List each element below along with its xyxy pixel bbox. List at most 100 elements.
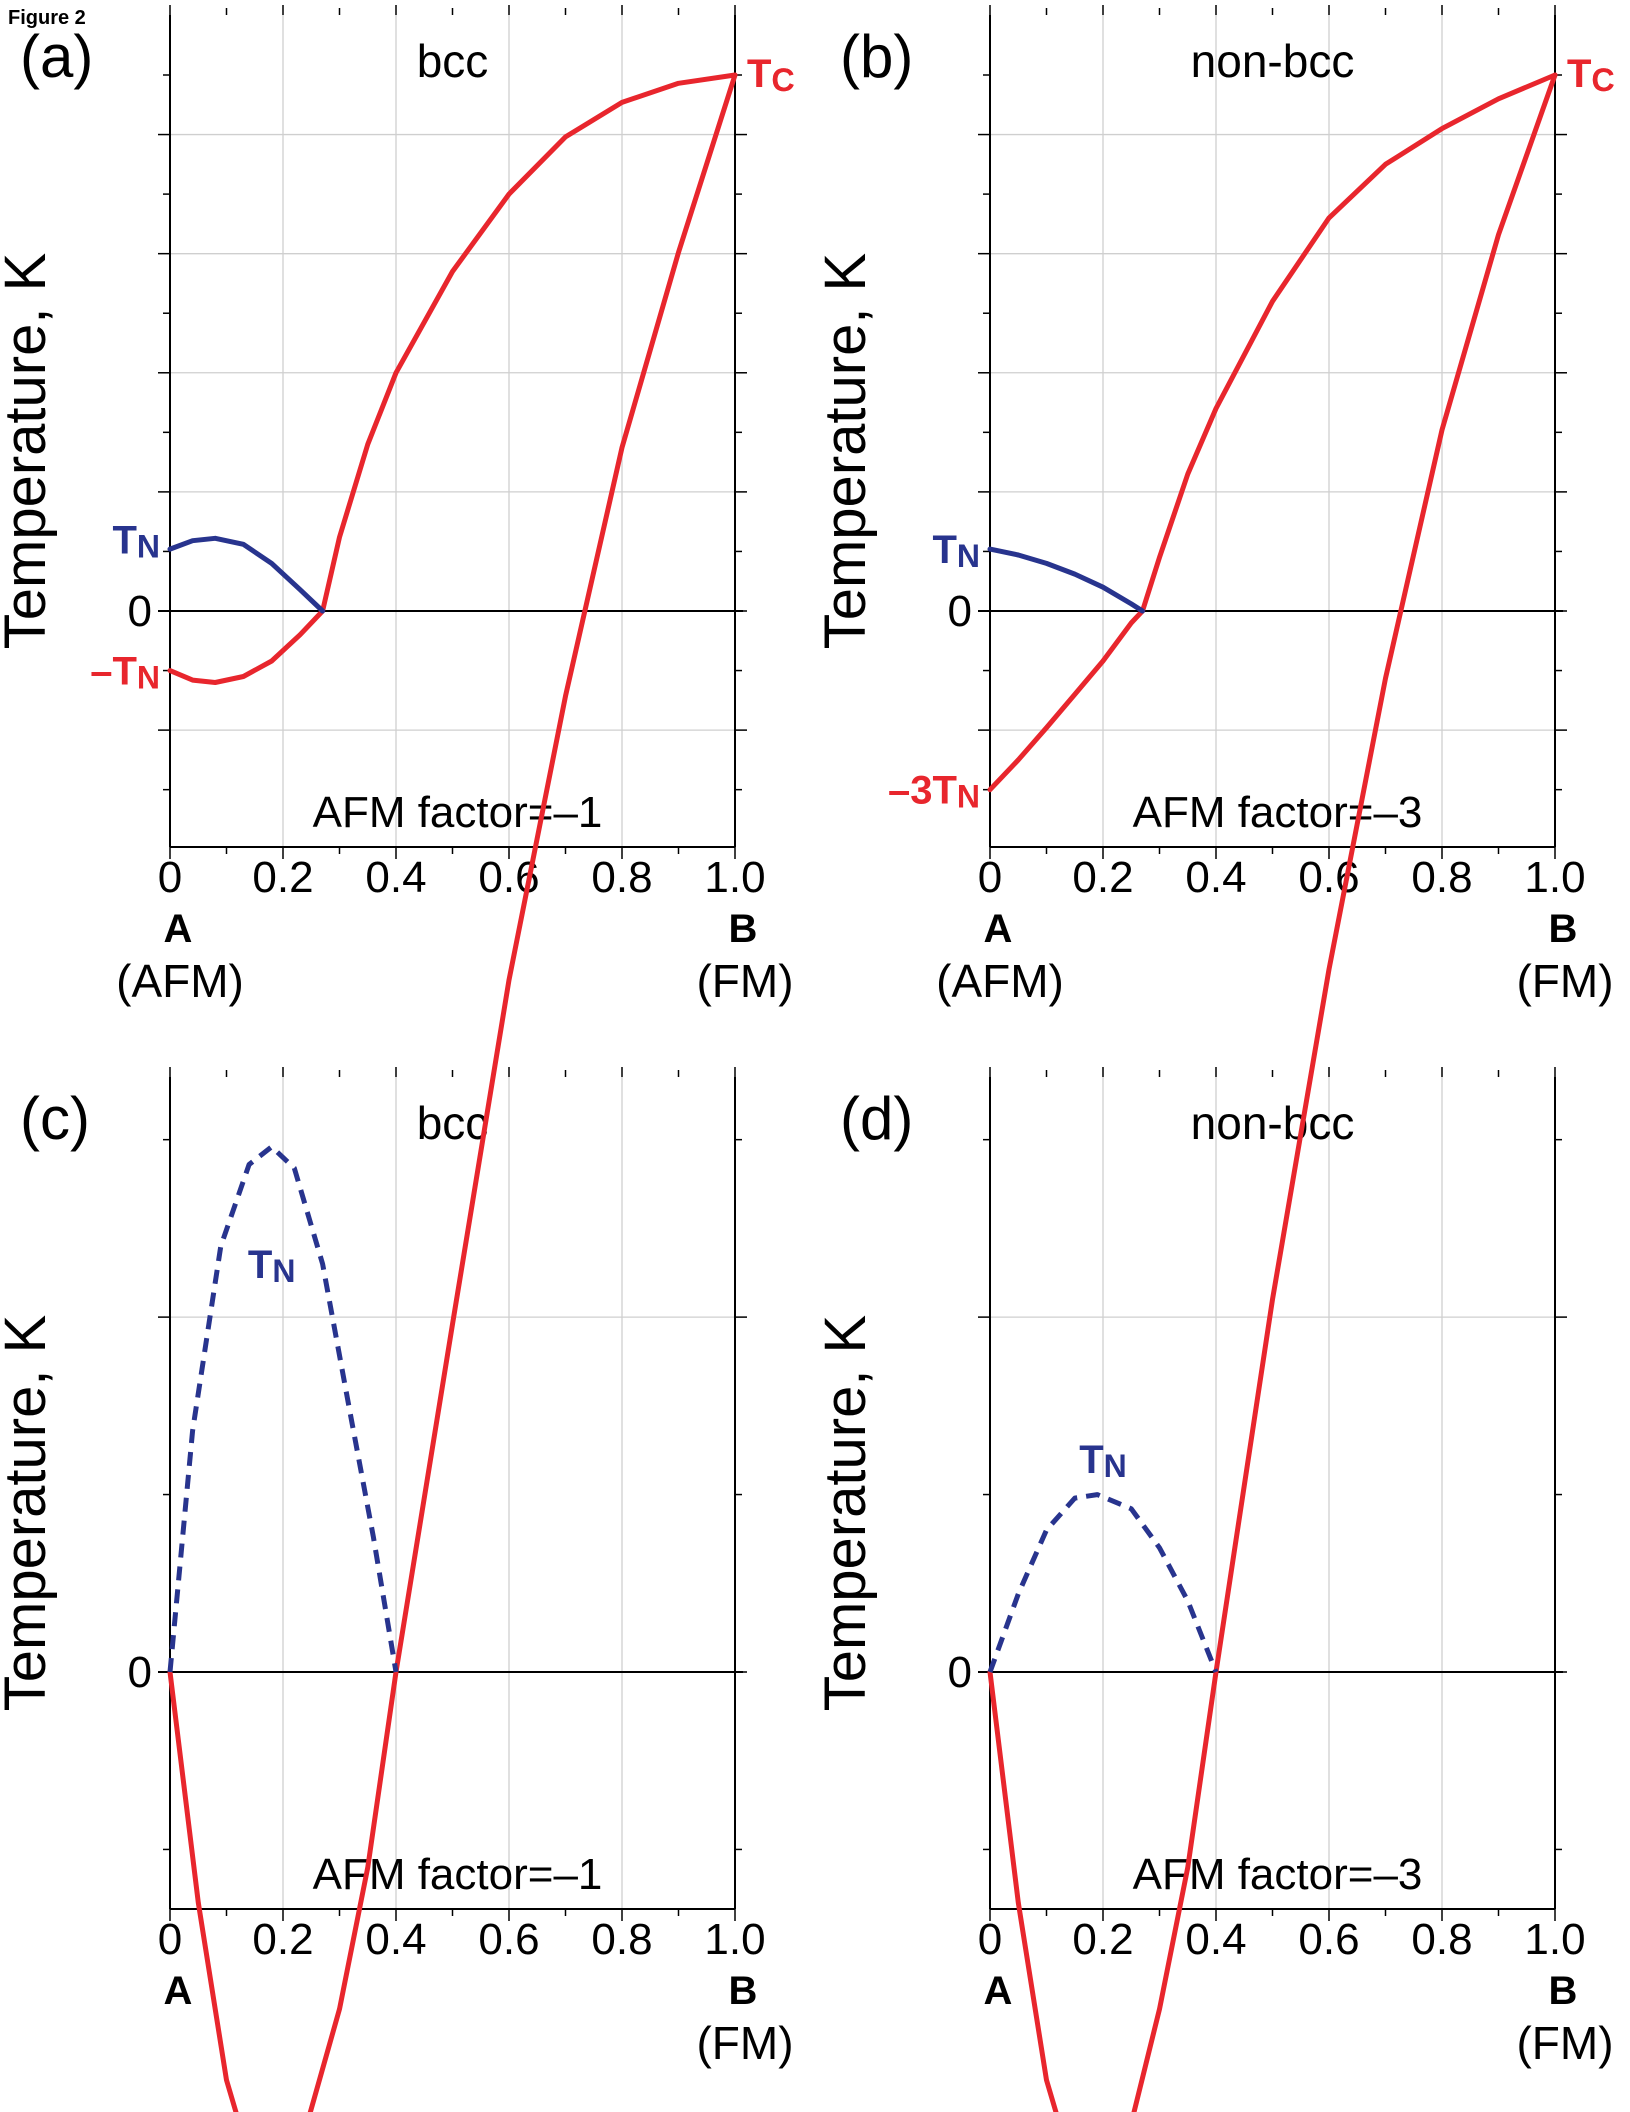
afm-factor-label: AFM factor=–3 [1133, 1850, 1423, 1899]
panel-letter: (c) [20, 1085, 90, 1152]
x-tick-label: 1.0 [704, 853, 765, 902]
end-label-a: A [984, 1969, 1013, 2013]
y-zero-label: 0 [128, 587, 152, 636]
series-line-antiferro [987, 546, 1145, 614]
end-label-b: B [729, 907, 758, 951]
end-label-b: B [729, 1969, 758, 2013]
series-line-ferro [987, 72, 1558, 793]
marker-label-main: –T [90, 650, 137, 694]
marker-label: TN [248, 1243, 296, 1289]
x-tick-label: 0 [158, 853, 182, 902]
structure-label: non-bcc [1191, 1097, 1355, 1149]
x-tick-label: 1.0 [1524, 1915, 1585, 1964]
x-tick-label: 0.4 [1185, 853, 1246, 902]
afm-factor-label: AFM factor=–3 [1133, 788, 1423, 837]
marker-label: TC [747, 52, 795, 98]
series-line-ferro [167, 72, 738, 2112]
marker-label-sub: N [1104, 1448, 1127, 1484]
end-label-a: A [164, 907, 193, 951]
x-tick-label: 0.8 [1411, 1915, 1472, 1964]
end-sublabel-fm: (FM) [696, 2017, 793, 2069]
series-line-antiferro [167, 535, 326, 614]
x-tick-label: 0 [978, 853, 1002, 902]
marker-label: TC [1567, 52, 1615, 98]
chart-panel-3: 0 0.2 0.4 0.6 0.8 1.00A B(FM)Temperature, K(d)… [813, 52, 1615, 2112]
y-axis-label: Temperature, K [813, 252, 878, 649]
x-tick-label: 0.8 [591, 1915, 652, 1964]
marker-label-main: –3T [888, 769, 957, 813]
end-sublabel-fm: (FM) [1516, 2017, 1613, 2069]
structure-label: bcc [417, 1097, 489, 1149]
afm-factor-label: AFM factor=–1 [313, 788, 603, 837]
structure-label: non-bcc [1191, 35, 1355, 87]
x-tick-label: 0.6 [478, 1915, 539, 1964]
x-tick-label: 0.2 [1072, 1915, 1133, 1964]
marker-label-sub: C [1591, 62, 1614, 98]
marker-label-sub: N [137, 660, 160, 696]
end-label-a: A [984, 907, 1013, 951]
marker-label: TN [932, 528, 980, 574]
marker-label-main: T [747, 52, 771, 96]
marker-label-sub: N [272, 1253, 295, 1289]
x-tick-label: 0.4 [365, 853, 426, 902]
x-tick-label: 0.2 [1072, 853, 1133, 902]
end-label-b: B [1549, 907, 1578, 951]
marker-label-main: T [1567, 52, 1591, 96]
x-tick-label: 1.0 [704, 1915, 765, 1964]
end-sublabel-fm: (FM) [1516, 955, 1613, 1007]
marker-label-sub: C [1591, 62, 1614, 98]
marker-label: –3TN [888, 769, 980, 815]
series-line-antiferro [167, 1144, 399, 1673]
structure-label: bcc [417, 35, 489, 87]
marker-label: TC [747, 52, 795, 98]
x-tick-label: 0 [978, 1915, 1002, 1964]
marker-label: TC [1567, 52, 1615, 98]
panel-letter: (a) [20, 23, 93, 90]
chart-panel-1: 0 0.2 0.4 0.6 0.8 1.00A B(AFM) (FM)Temperature,… [813, 5, 1615, 1007]
marker-label-sub: C [771, 62, 794, 98]
marker-label: TN [1079, 1438, 1127, 1484]
end-label-b: B [1549, 1969, 1578, 2013]
marker-label: –TN [90, 650, 160, 696]
x-tick-label: 0.6 [1298, 1915, 1359, 1964]
y-zero-label: 0 [948, 587, 972, 636]
y-zero-label: 0 [128, 1648, 152, 1697]
y-zero-label: 0 [948, 1648, 972, 1697]
marker-label-sub: N [137, 529, 160, 565]
end-sublabel-afm: (AFM) [116, 955, 244, 1007]
x-tick-label: 0.8 [591, 853, 652, 902]
panel-letter: (d) [840, 1085, 913, 1152]
panel-letter: (b) [840, 23, 913, 90]
marker-label-sub: C [771, 62, 794, 98]
series-line-antiferro [987, 1492, 1219, 1673]
end-sublabel-afm: (AFM) [936, 955, 1064, 1007]
figure-title: Figure 2 [8, 7, 86, 29]
series-line-ferro [987, 72, 1558, 2112]
x-tick-label: 1.0 [1524, 853, 1585, 902]
y-axis-label: Temperature, K [0, 1314, 58, 1711]
marker-label-main: T [1079, 1438, 1103, 1482]
marker-label-main: T [932, 528, 956, 572]
x-tick-label: 0.4 [1185, 1915, 1246, 1964]
marker-label-sub: N [957, 538, 980, 574]
y-axis-label: Temperature, K [813, 1314, 878, 1711]
x-tick-label: 0.4 [365, 1915, 426, 1964]
x-tick-label: 0.8 [1411, 853, 1472, 902]
marker-label-main: T [248, 1243, 272, 1287]
marker-label-main: T [747, 52, 771, 96]
marker-label-sub: N [957, 779, 980, 815]
marker-label-main: T [1567, 52, 1591, 96]
marker-label-main: T [112, 519, 136, 563]
end-sublabel-fm: (FM) [696, 955, 793, 1007]
chart-panel-0: 0 0.2 0.4 0.6 0.8 1.00A B(AFM) (FM)Temperature,… [0, 5, 795, 1007]
y-axis-label: Temperature, K [0, 252, 58, 649]
x-tick-label: 0 [158, 1915, 182, 1964]
marker-label: TN [112, 519, 160, 565]
afm-factor-label: AFM factor=–1 [313, 1850, 603, 1899]
end-label-a: A [164, 1969, 193, 2013]
x-tick-label: 0.2 [252, 853, 313, 902]
series-line-ferro [167, 72, 738, 685]
x-tick-label: 0.2 [252, 1915, 313, 1964]
